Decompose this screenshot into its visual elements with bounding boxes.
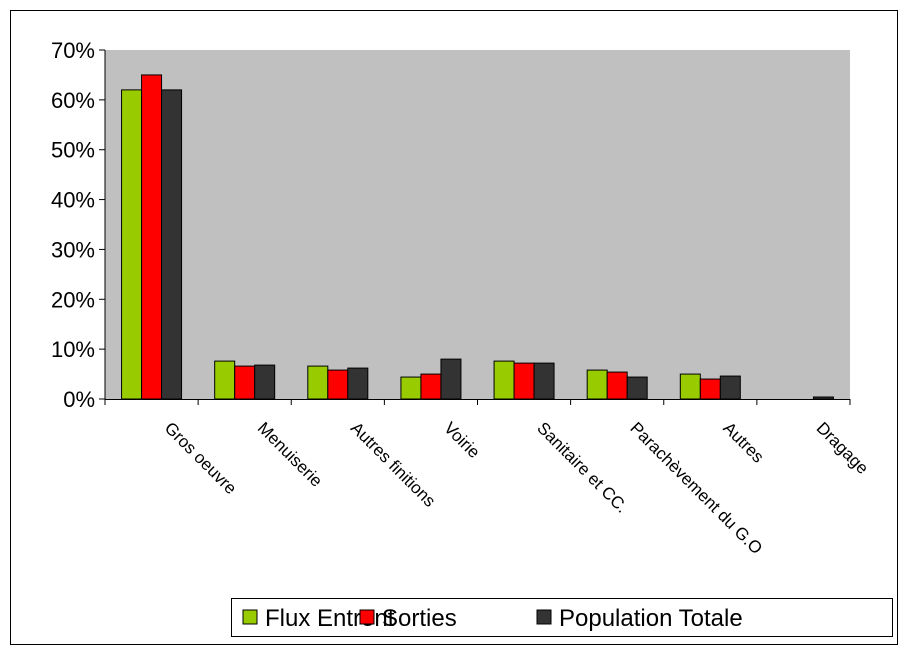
legend-label: Flux Entrent	[265, 605, 395, 632]
bar	[719, 375, 741, 400]
bar	[420, 373, 442, 400]
y-tick-label: 70%	[51, 38, 95, 63]
y-tick-label: 0%	[63, 387, 95, 412]
bar	[141, 74, 163, 400]
bar	[347, 367, 369, 400]
bar	[586, 369, 608, 400]
bar	[679, 373, 701, 400]
bar	[161, 89, 183, 400]
bar	[513, 362, 535, 400]
bar	[214, 360, 236, 400]
y-tick-label: 40%	[51, 188, 95, 213]
bar	[234, 365, 256, 400]
bar	[699, 378, 721, 400]
legend-box	[231, 598, 893, 637]
legend-swatch	[242, 609, 258, 625]
legend-swatch	[359, 609, 375, 625]
bar	[121, 89, 143, 400]
bar	[626, 376, 648, 400]
y-tick-label: 20%	[51, 287, 95, 312]
bar	[606, 371, 628, 400]
bar	[533, 362, 555, 400]
legend-label: Population Totale	[559, 605, 743, 632]
bar	[493, 360, 515, 400]
y-tick-label: 30%	[51, 237, 95, 262]
bar	[254, 364, 276, 400]
y-tick-label: 60%	[51, 88, 95, 113]
legend-swatch	[536, 609, 552, 625]
bar	[307, 365, 329, 400]
y-tick-label: 50%	[51, 138, 95, 163]
legend-label: Sorties	[382, 605, 457, 632]
bar	[440, 358, 462, 400]
y-tick-label: 10%	[51, 337, 95, 362]
plot-area	[105, 50, 850, 399]
bar	[400, 376, 422, 400]
bar	[327, 369, 349, 400]
bar	[812, 396, 834, 400]
